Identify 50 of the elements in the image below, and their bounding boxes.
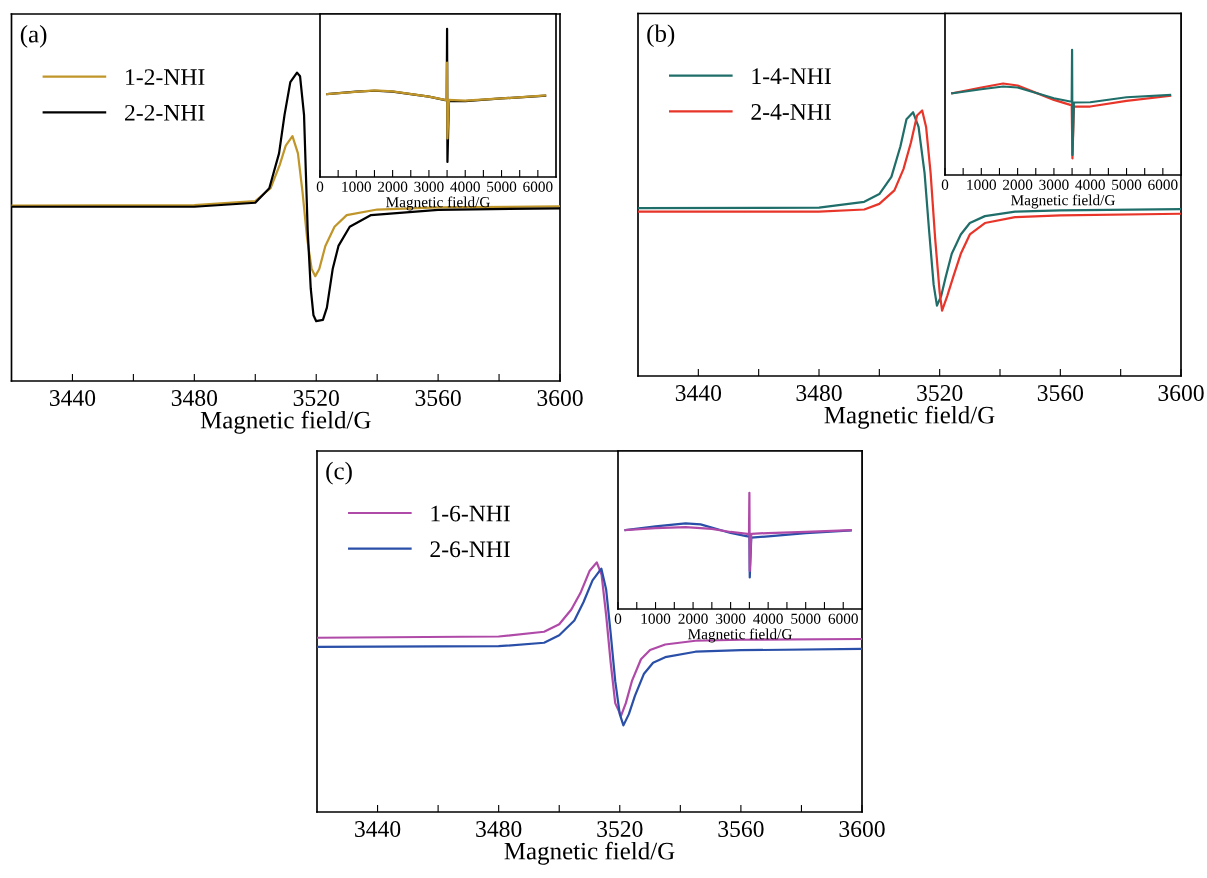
legend-label: 2-2-NHI <box>125 104 205 121</box>
x-tick-label: 3440 <box>675 385 722 401</box>
text: (c) <box>326 461 352 485</box>
legend-label: 1-4-NHI <box>752 68 831 84</box>
x-tick-label: 1000 <box>967 179 996 190</box>
x-axis-title: Magnetic field/G <box>504 841 675 865</box>
x-tick-label: 4000 <box>450 181 480 192</box>
x-tick-label: 6000 <box>523 181 553 192</box>
x-tick-label: 0 <box>614 613 622 624</box>
x-tick-label: 0 <box>941 179 949 190</box>
x-tick-label: 3480 <box>476 821 522 837</box>
x-tick-label: 4000 <box>753 613 783 624</box>
x-tick-label: 4000 <box>1075 179 1105 190</box>
x-tick-label: 3000 <box>716 613 746 624</box>
x-tick-label: 3600 <box>839 821 885 837</box>
x-tick-label: 3000 <box>1039 179 1069 190</box>
x-tick-label: 2000 <box>378 181 408 192</box>
x-tick-label: 3440 <box>355 821 401 837</box>
x-tick-label: 3560 <box>1037 385 1084 401</box>
x-tick-label: 3520 <box>293 390 339 406</box>
legend-label: 2-6-NHI <box>430 541 510 558</box>
legend-label: 2-4-NHI <box>751 103 831 120</box>
x-tick-label: 1000 <box>641 613 671 624</box>
text: (b) <box>647 24 675 48</box>
x-tick-label: 3520 <box>917 385 963 401</box>
x-axis-title: Magnetic field/G <box>688 628 792 643</box>
x-axis-title: Magnetic field/G <box>824 405 995 429</box>
legend-label: 1-2-NHI <box>126 69 205 85</box>
x-axis-title: Magnetic field/G <box>1011 194 1115 209</box>
x-tick-label: 3600 <box>537 390 583 406</box>
x-tick-label: 3560 <box>718 821 764 837</box>
x-tick-label: 3440 <box>49 390 96 406</box>
x-tick-label: 1000 <box>342 181 371 192</box>
x-tick-label: 2000 <box>1003 179 1033 190</box>
x-tick-label: 2000 <box>678 613 708 624</box>
x-tick-label: 3000 <box>414 181 444 192</box>
text: (a) <box>20 25 47 48</box>
x-tick-label: 6000 <box>828 613 858 624</box>
x-tick-label: 5000 <box>791 613 821 624</box>
x-tick-label: 3480 <box>796 385 842 401</box>
x-tick-label: 6000 <box>1148 179 1178 190</box>
x-tick-label: 5000 <box>1112 179 1142 190</box>
x-axis-title: Magnetic field/G <box>200 410 371 434</box>
x-tick-label: 3480 <box>171 390 218 406</box>
x-tick-label: 3520 <box>597 821 643 837</box>
x-tick-label: 0 <box>316 181 324 192</box>
legend-label: 1-6-NHI <box>431 505 510 522</box>
x-tick-label: 3560 <box>415 390 461 406</box>
x-tick-label: 5000 <box>487 181 517 192</box>
x-tick-label: 3600 <box>1158 385 1204 401</box>
